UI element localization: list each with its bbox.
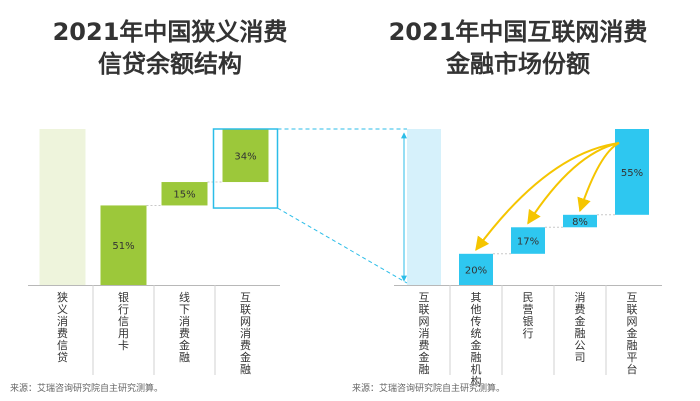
left-bar-1 [100, 205, 147, 285]
right-chart-title: 2021年中国互联网消费 金融市场份额 [388, 18, 648, 78]
right-bar-4 [615, 129, 649, 215]
left-bar-2 [161, 182, 208, 206]
left-category-label-3: 互联网消费金融 [240, 291, 251, 376]
right-value-label-2: 17% [517, 237, 539, 248]
left-value-label-1: 51% [112, 241, 134, 252]
left-source-note: 来源：艾瑞咨询研究院自主研究测算。 [10, 384, 164, 394]
right-category-label-0: 互联网消费金融 [419, 291, 430, 376]
left-category-label-1: 银行信用卡 [118, 290, 129, 352]
left-category-label-2: 线下消费金融 [179, 290, 190, 364]
right-category-label-2: 民营银行 [523, 291, 534, 340]
share-arrow-2 [527, 142, 620, 225]
right-value-label-3: 8% [572, 217, 588, 228]
right-value-label-1: 20% [465, 265, 487, 276]
right-bar-3 [563, 214, 597, 228]
right-category-label-4: 互联网金融平台 [627, 291, 638, 376]
share-arrow-3 [577, 142, 620, 213]
right-category-label-3: 消费金融公司 [575, 290, 586, 364]
share-arrow-1 [475, 142, 620, 251]
right-value-label-4: 55% [621, 168, 643, 179]
left-chart-title: 2021年中国狭义消费 信贷余额结构 [52, 18, 288, 78]
left-bar-3 [222, 129, 269, 183]
right-source-note: 来源：艾瑞咨询研究院自主研究测算。 [352, 384, 506, 394]
right-bar-2 [511, 227, 545, 254]
left-value-label-2: 15% [173, 190, 195, 201]
callout-line-bottom [277, 207, 408, 284]
right-category-label-1: 其他传统金融机构 [471, 291, 482, 388]
left-value-label-3: 34% [234, 152, 256, 163]
left-bar-0 [39, 129, 86, 285]
left-highlight-box [212, 128, 279, 209]
right-bar-1 [459, 253, 493, 285]
left-category-label-0: 狭义消费信贷 [57, 291, 68, 364]
right-bar-0 [407, 129, 441, 285]
